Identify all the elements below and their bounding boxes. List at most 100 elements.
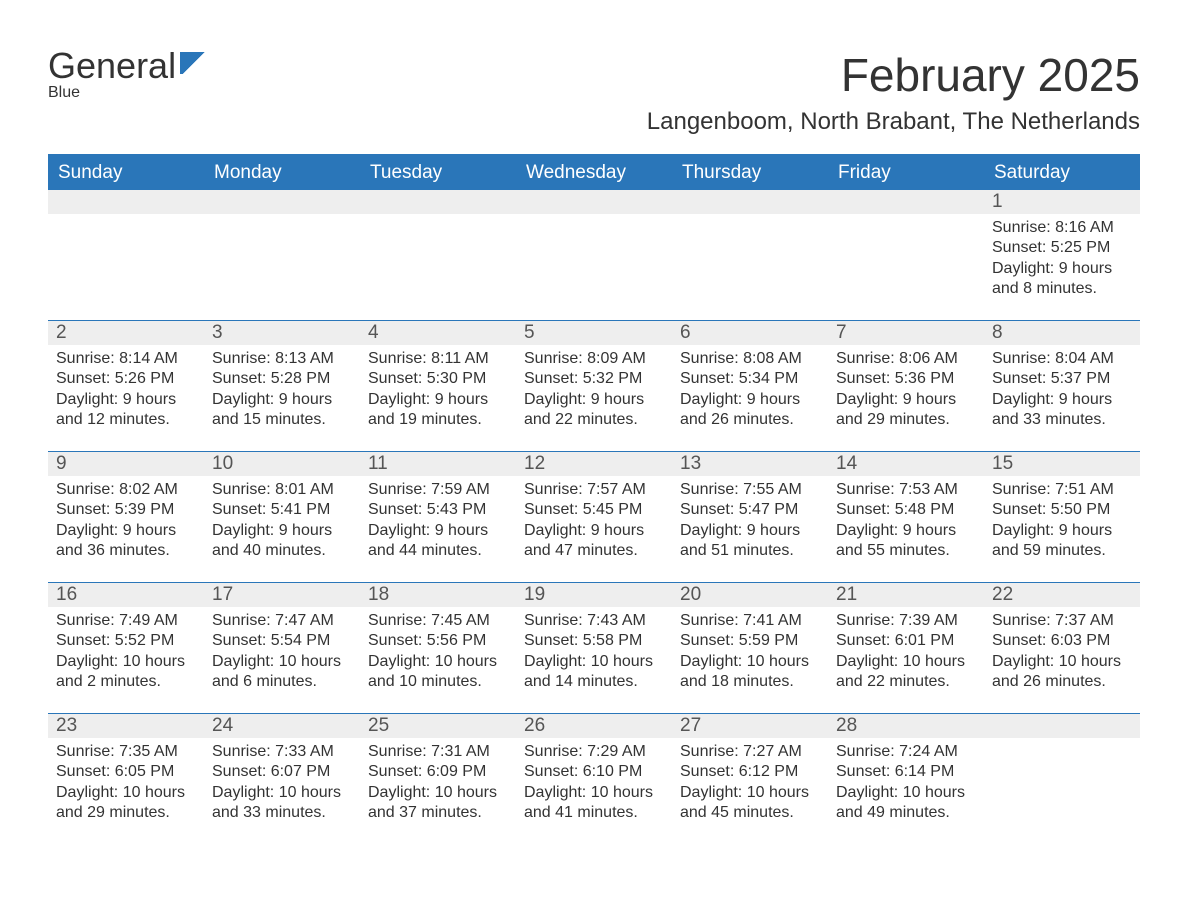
date-cell: 5 bbox=[516, 321, 672, 345]
date-cell bbox=[984, 714, 1140, 738]
sunset-text: Sunset: 6:07 PM bbox=[212, 762, 352, 782]
date-cell: 28 bbox=[828, 714, 984, 738]
titles: February 2025 Langenboom, North Brabant,… bbox=[647, 48, 1140, 136]
date-cell: 8 bbox=[984, 321, 1140, 345]
sunset-text: Sunset: 5:47 PM bbox=[680, 500, 820, 520]
date-cell: 9 bbox=[48, 452, 204, 476]
daylight-text: Daylight: 9 hours and 26 minutes. bbox=[680, 390, 820, 431]
date-cell: 2 bbox=[48, 321, 204, 345]
sunrise-text: Sunrise: 7:59 AM bbox=[368, 480, 508, 500]
day-cell bbox=[516, 214, 672, 320]
content-row: Sunrise: 7:49 AMSunset: 5:52 PMDaylight:… bbox=[48, 607, 1140, 713]
day-header-monday: Monday bbox=[204, 156, 360, 190]
sunset-text: Sunset: 5:30 PM bbox=[368, 369, 508, 389]
sunrise-text: Sunrise: 7:49 AM bbox=[56, 611, 196, 631]
day-cell bbox=[48, 214, 204, 320]
day-header-sunday: Sunday bbox=[48, 156, 204, 190]
sunrise-text: Sunrise: 7:47 AM bbox=[212, 611, 352, 631]
daylight-text: Daylight: 9 hours and 59 minutes. bbox=[992, 521, 1132, 562]
day-cell: Sunrise: 7:49 AMSunset: 5:52 PMDaylight:… bbox=[48, 607, 204, 713]
sunset-text: Sunset: 5:59 PM bbox=[680, 631, 820, 651]
daylight-text: Daylight: 10 hours and 14 minutes. bbox=[524, 652, 664, 693]
sunset-text: Sunset: 6:09 PM bbox=[368, 762, 508, 782]
date-row: 232425262728 bbox=[48, 713, 1140, 738]
daylight-text: Daylight: 9 hours and 19 minutes. bbox=[368, 390, 508, 431]
sunset-text: Sunset: 5:28 PM bbox=[212, 369, 352, 389]
sunrise-text: Sunrise: 7:31 AM bbox=[368, 742, 508, 762]
date-row: 9101112131415 bbox=[48, 451, 1140, 476]
sunset-text: Sunset: 6:10 PM bbox=[524, 762, 664, 782]
sunrise-text: Sunrise: 7:27 AM bbox=[680, 742, 820, 762]
sunset-text: Sunset: 5:56 PM bbox=[368, 631, 508, 651]
date-cell: 21 bbox=[828, 583, 984, 607]
day-cell: Sunrise: 7:47 AMSunset: 5:54 PMDaylight:… bbox=[204, 607, 360, 713]
day-cell: Sunrise: 8:08 AMSunset: 5:34 PMDaylight:… bbox=[672, 345, 828, 451]
calendar: Sunday Monday Tuesday Wednesday Thursday… bbox=[48, 154, 1140, 844]
date-row: 2345678 bbox=[48, 320, 1140, 345]
sunset-text: Sunset: 5:39 PM bbox=[56, 500, 196, 520]
sunrise-text: Sunrise: 8:14 AM bbox=[56, 349, 196, 369]
daylight-text: Daylight: 9 hours and 29 minutes. bbox=[836, 390, 976, 431]
day-cell bbox=[828, 214, 984, 320]
date-cell: 24 bbox=[204, 714, 360, 738]
sunset-text: Sunset: 6:05 PM bbox=[56, 762, 196, 782]
date-cell bbox=[828, 190, 984, 214]
sunrise-text: Sunrise: 7:35 AM bbox=[56, 742, 196, 762]
day-cell: Sunrise: 7:39 AMSunset: 6:01 PMDaylight:… bbox=[828, 607, 984, 713]
sunset-text: Sunset: 6:01 PM bbox=[836, 631, 976, 651]
day-cell bbox=[204, 214, 360, 320]
sunset-text: Sunset: 5:32 PM bbox=[524, 369, 664, 389]
daylight-text: Daylight: 9 hours and 40 minutes. bbox=[212, 521, 352, 562]
day-cell: Sunrise: 7:41 AMSunset: 5:59 PMDaylight:… bbox=[672, 607, 828, 713]
page-title: February 2025 bbox=[647, 48, 1140, 102]
sunrise-text: Sunrise: 7:43 AM bbox=[524, 611, 664, 631]
sunset-text: Sunset: 5:54 PM bbox=[212, 631, 352, 651]
sunrise-text: Sunrise: 8:16 AM bbox=[992, 218, 1132, 238]
date-cell: 23 bbox=[48, 714, 204, 738]
sunrise-text: Sunrise: 7:57 AM bbox=[524, 480, 664, 500]
sunset-text: Sunset: 5:48 PM bbox=[836, 500, 976, 520]
day-cell: Sunrise: 7:55 AMSunset: 5:47 PMDaylight:… bbox=[672, 476, 828, 582]
day-cell: Sunrise: 7:27 AMSunset: 6:12 PMDaylight:… bbox=[672, 738, 828, 844]
date-cell: 17 bbox=[204, 583, 360, 607]
sunset-text: Sunset: 5:25 PM bbox=[992, 238, 1132, 258]
date-cell: 14 bbox=[828, 452, 984, 476]
date-cell: 1 bbox=[984, 190, 1140, 214]
day-cell: Sunrise: 8:13 AMSunset: 5:28 PMDaylight:… bbox=[204, 345, 360, 451]
sunrise-text: Sunrise: 7:51 AM bbox=[992, 480, 1132, 500]
date-row: 1 bbox=[48, 190, 1140, 214]
day-cell: Sunrise: 7:29 AMSunset: 6:10 PMDaylight:… bbox=[516, 738, 672, 844]
date-cell: 26 bbox=[516, 714, 672, 738]
sunrise-text: Sunrise: 7:53 AM bbox=[836, 480, 976, 500]
date-cell: 12 bbox=[516, 452, 672, 476]
sunrise-text: Sunrise: 8:04 AM bbox=[992, 349, 1132, 369]
sunset-text: Sunset: 5:36 PM bbox=[836, 369, 976, 389]
date-cell: 6 bbox=[672, 321, 828, 345]
day-header-row: Sunday Monday Tuesday Wednesday Thursday… bbox=[48, 156, 1140, 190]
sunrise-text: Sunrise: 7:41 AM bbox=[680, 611, 820, 631]
day-cell: Sunrise: 7:45 AMSunset: 5:56 PMDaylight:… bbox=[360, 607, 516, 713]
day-cell: Sunrise: 7:57 AMSunset: 5:45 PMDaylight:… bbox=[516, 476, 672, 582]
day-cell: Sunrise: 7:43 AMSunset: 5:58 PMDaylight:… bbox=[516, 607, 672, 713]
daylight-text: Daylight: 10 hours and 2 minutes. bbox=[56, 652, 196, 693]
day-cell: Sunrise: 8:04 AMSunset: 5:37 PMDaylight:… bbox=[984, 345, 1140, 451]
sunrise-text: Sunrise: 7:37 AM bbox=[992, 611, 1132, 631]
logo-part2: Blue bbox=[48, 84, 80, 101]
daylight-text: Daylight: 10 hours and 49 minutes. bbox=[836, 783, 976, 824]
date-cell: 18 bbox=[360, 583, 516, 607]
sunrise-text: Sunrise: 7:55 AM bbox=[680, 480, 820, 500]
date-cell: 7 bbox=[828, 321, 984, 345]
sunrise-text: Sunrise: 7:24 AM bbox=[836, 742, 976, 762]
sunset-text: Sunset: 6:14 PM bbox=[836, 762, 976, 782]
day-cell bbox=[360, 214, 516, 320]
daylight-text: Daylight: 10 hours and 26 minutes. bbox=[992, 652, 1132, 693]
daylight-text: Daylight: 10 hours and 37 minutes. bbox=[368, 783, 508, 824]
content-row: Sunrise: 7:35 AMSunset: 6:05 PM Daylight:… bbox=[48, 738, 1140, 844]
day-cell: Sunrise: 7:31 AMSunset: 6:09 PMDaylight:… bbox=[360, 738, 516, 844]
day-cell: Sunrise: 8:02 AMSunset: 5:39 PMDaylight:… bbox=[48, 476, 204, 582]
day-cell bbox=[984, 738, 1140, 844]
day-header-wednesday: Wednesday bbox=[516, 156, 672, 190]
date-cell: 27 bbox=[672, 714, 828, 738]
daylight-text: Daylight: 9 hours and 15 minutes. bbox=[212, 390, 352, 431]
day-header-tuesday: Tuesday bbox=[360, 156, 516, 190]
